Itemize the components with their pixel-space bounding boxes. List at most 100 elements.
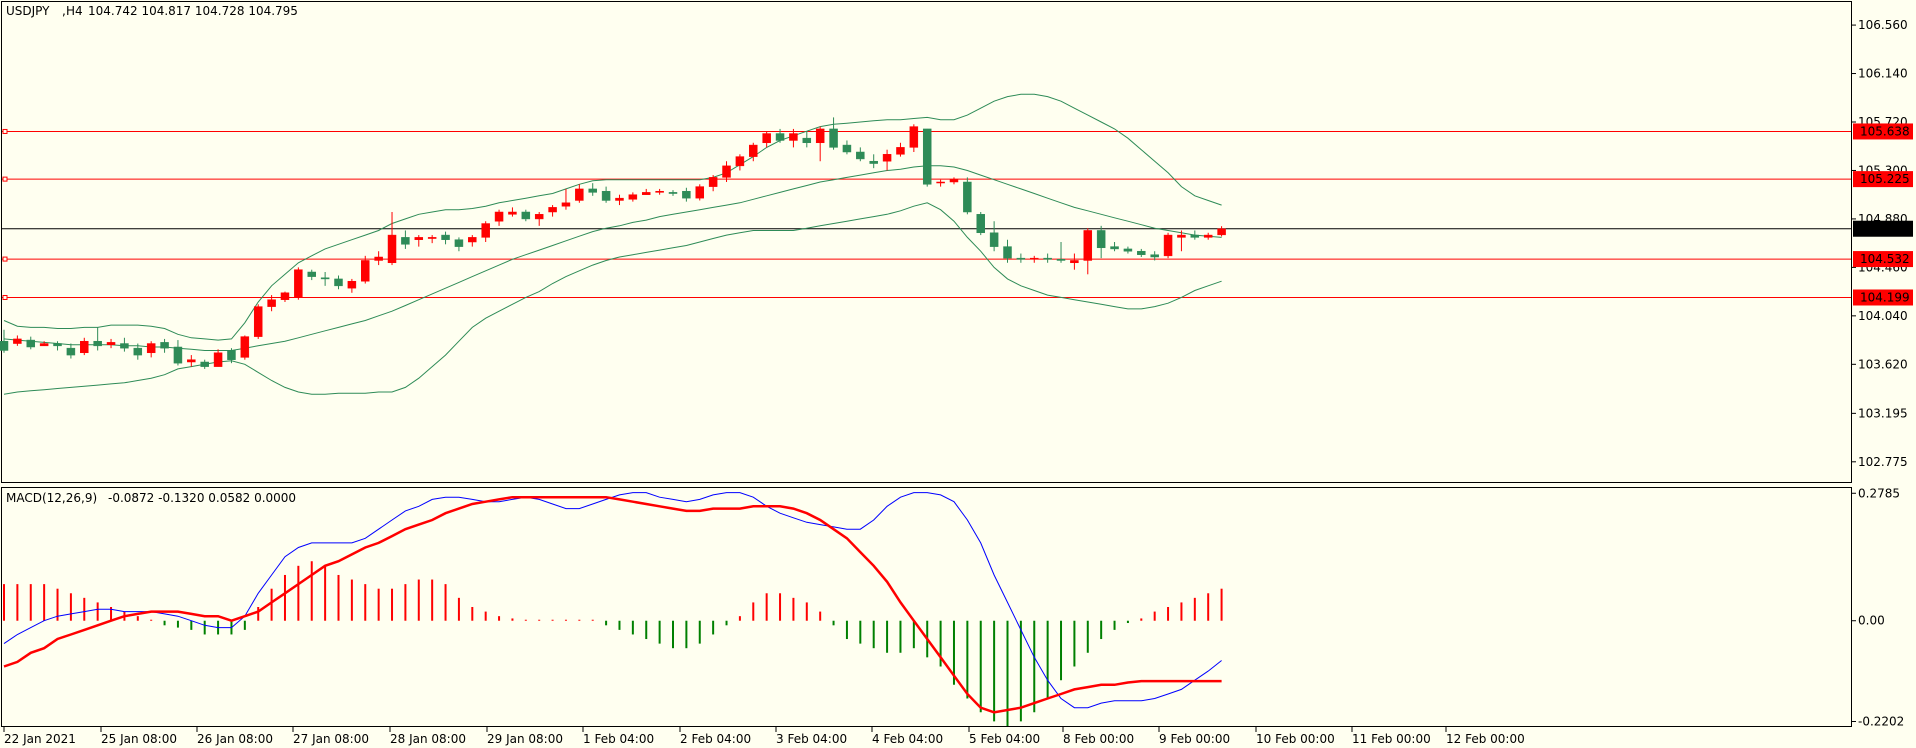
- time-tick-label: 1 Feb 04:00: [583, 732, 654, 746]
- bearish-candle-body: [521, 211, 531, 220]
- macd-pane-frame: [1, 487, 1852, 727]
- bearish-candle-body: [1137, 250, 1146, 255]
- bullish-candle-body: [561, 202, 571, 207]
- time-tick-label: 5 Feb 04:00: [969, 732, 1040, 746]
- bearish-candle-body: [66, 347, 76, 356]
- bullish-candle-body: [949, 179, 959, 183]
- bullish-candle-body: [1217, 228, 1226, 236]
- bearish-candle-body: [856, 151, 865, 160]
- bearish-candle-body: [775, 133, 785, 141]
- bullish-candle-body: [749, 144, 758, 157]
- bullish-candle-body: [508, 211, 517, 215]
- bullish-candle-body: [615, 197, 624, 201]
- bearish-candle-body: [200, 361, 209, 367]
- time-tick-label: 12 Feb 00:00: [1446, 732, 1525, 746]
- chart-header-symbol: USDJPY: [6, 4, 50, 18]
- bearish-candle-body: [989, 232, 999, 247]
- bullish-candle-body: [468, 237, 477, 243]
- macd-lines: [3, 492, 1222, 714]
- bearish-candle-body: [869, 160, 878, 164]
- bearish-candle-body: [829, 128, 838, 148]
- price-line-label-bg: [1853, 251, 1913, 268]
- bullish-candle-body: [575, 188, 584, 201]
- bullish-candle-body: [735, 156, 745, 167]
- price-line-anchor: [2, 295, 8, 300]
- bearish-candle-body: [1016, 257, 1026, 260]
- price-line-label-bg: [1853, 289, 1913, 306]
- bullish-candle-body: [240, 336, 250, 358]
- bearish-candle-body: [1056, 259, 1066, 261]
- bearish-candle-body: [227, 350, 236, 360]
- macd-header-params: MACD(12,26,9): [6, 491, 97, 505]
- time-tick-label: 8 Feb 00:00: [1063, 732, 1134, 746]
- bearish-candle-body: [401, 237, 410, 245]
- price-pane-frame: [1, 1, 1852, 483]
- time-axis: 22 Jan 2021 25 Jan 08:00 26 Jan 08:00 27 Ja…: [3, 727, 1525, 746]
- bullish-candle-body: [80, 340, 89, 354]
- bullish-candle-body: [267, 299, 276, 307]
- time-tick-label: 29 Jan 08:00: [487, 732, 563, 746]
- macd-tick-label: 0.00: [1858, 614, 1885, 628]
- bullish-candle-body: [427, 237, 437, 239]
- chart-header-timeframe: H4: [66, 4, 83, 18]
- price-tick-label: 102.775: [1858, 455, 1908, 469]
- bearish-candle-body: [93, 340, 102, 347]
- time-tick-label: 2 Feb 04:00: [680, 732, 751, 746]
- bullish-candle-body: [253, 306, 263, 337]
- macd-header-values: -0.0872 -0.1320 0.0582 0.0000: [108, 491, 296, 505]
- macd-histogram: [3, 561, 1223, 726]
- bullish-candle-body: [1163, 234, 1173, 257]
- bullish-candle-body: [414, 237, 424, 240]
- bearish-candle-body: [588, 188, 597, 193]
- bullish-candle-body: [1070, 260, 1079, 264]
- bullish-candle-body: [347, 280, 357, 289]
- bearish-candle-body: [682, 190, 691, 199]
- bullish-candle-body: [187, 359, 196, 363]
- macd-tick-label: 0.2785: [1858, 486, 1900, 500]
- bollinger-middle-band: [3, 165, 1222, 351]
- price-line-anchor: [2, 176, 8, 182]
- time-tick-label: 28 Jan 08:00: [390, 732, 466, 746]
- bearish-candle-body: [120, 343, 129, 349]
- time-tick-label: 9 Feb 00:00: [1159, 732, 1230, 746]
- price-tick-label: 106.140: [1858, 67, 1908, 81]
- horizontal-price-lines: 105.638 105.225 104.532 104.199 104.795: [2, 123, 1913, 306]
- bullish-candle-body: [146, 343, 156, 354]
- bullish-candle-body: [1177, 234, 1186, 238]
- bearish-candle-body: [1190, 234, 1200, 238]
- bullish-candle-body: [722, 165, 731, 178]
- price-tick-label: 104.040: [1858, 309, 1908, 323]
- bullish-candle-body: [1083, 230, 1093, 261]
- bullish-candle-body: [387, 234, 397, 264]
- bullish-candle-body: [39, 343, 49, 347]
- time-tick-label: 27 Jan 08:00: [293, 732, 369, 746]
- price-line-label: 105.225: [1860, 172, 1910, 186]
- price-line-label-bg: [1853, 123, 1913, 140]
- time-tick-label: 26 Jan 08:00: [197, 732, 273, 746]
- bullish-candle-body: [708, 177, 718, 187]
- bearish-candle-body: [133, 347, 143, 356]
- chart-header-ohlc: 104.742 104.817 104.728 104.795: [88, 4, 298, 18]
- bearish-candle-body: [334, 278, 343, 287]
- bullish-candle-body: [213, 352, 223, 367]
- bullish-candle-body: [789, 133, 798, 141]
- price-line-label-bg: [1853, 171, 1913, 188]
- bearish-candle-body: [173, 346, 183, 364]
- time-tick-label: 25 Jan 08:00: [101, 732, 177, 746]
- time-tick-label: 3 Feb 04:00: [776, 732, 847, 746]
- bullish-candle-body: [628, 194, 638, 200]
- candlestick-series: [0, 117, 1226, 369]
- bearish-candle-body: [1043, 257, 1052, 260]
- bullish-candle-body: [1203, 234, 1213, 238]
- bearish-candle-body: [0, 340, 9, 351]
- bullish-candle-body: [655, 190, 664, 193]
- bearish-candle-body: [307, 271, 316, 277]
- price-line-label: 104.199: [1860, 291, 1910, 305]
- bearish-candle-body: [53, 343, 62, 347]
- bullish-candle-body: [481, 223, 490, 238]
- bullish-candle-body: [815, 128, 825, 144]
- bearish-candle-body: [668, 192, 678, 194]
- bullish-candle-body: [936, 181, 945, 184]
- chart-header-timeframe-sep: ,: [62, 4, 66, 18]
- macd-signal-line: [3, 495, 1222, 714]
